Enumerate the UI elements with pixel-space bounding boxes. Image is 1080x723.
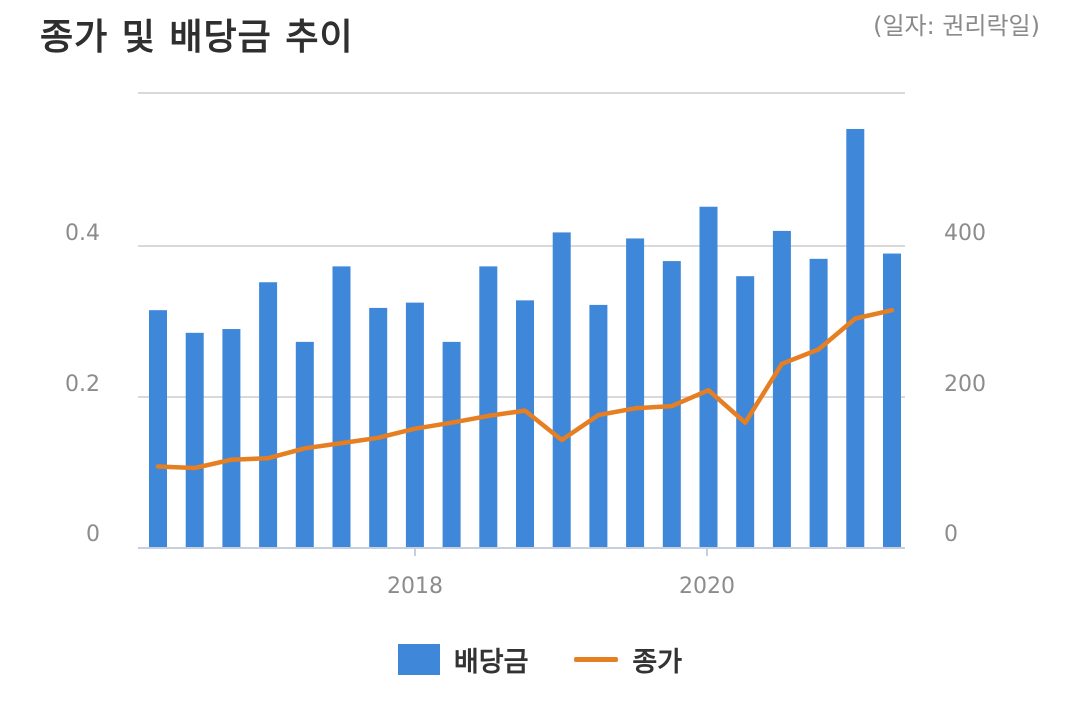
y-right-tick-label: 400 xyxy=(944,221,986,246)
dividend-bar xyxy=(185,332,204,548)
dividend-bar xyxy=(772,230,791,548)
dividend-bar xyxy=(589,304,608,548)
dividend-bar xyxy=(479,266,498,548)
dividend-bar xyxy=(626,238,645,548)
price-line-group xyxy=(155,307,895,471)
dividend-bar xyxy=(846,128,865,548)
y-right-tick-label: 0 xyxy=(944,522,958,547)
dividend-bar xyxy=(405,302,424,548)
dividend-bar xyxy=(332,266,351,548)
chart-title: 종가 및 배당금 추이 xyxy=(40,17,354,58)
dividend-bar xyxy=(736,276,755,548)
dividend-bar xyxy=(883,253,901,549)
price-line xyxy=(155,307,895,471)
dividend-bar xyxy=(295,341,314,548)
dividend-bar xyxy=(809,258,828,548)
legend-dividend-label: 배당금 xyxy=(453,647,529,678)
dividend-bar xyxy=(149,310,167,548)
legend-price-label: 종가 xyxy=(632,647,683,678)
y-right-tick-label: 200 xyxy=(944,372,986,397)
legend-item-dividend[interactable]: 배당금 xyxy=(397,640,529,679)
dividend-bar xyxy=(552,232,571,548)
dividend-bar xyxy=(369,307,388,548)
dividend-bar xyxy=(516,300,534,548)
y-left-tick-label: 0.2 xyxy=(65,372,100,397)
dividend-bar xyxy=(259,282,278,548)
dividend-swatch xyxy=(397,644,440,675)
legend: 배당금 종가 xyxy=(0,640,1080,679)
combo-chart: 0 0.2 0.4 0 200 400 2018 2020 xyxy=(65,92,986,599)
legend-item-price[interactable]: 종가 xyxy=(574,640,682,679)
dividend-bar xyxy=(699,206,718,549)
x-tick-label: 2020 xyxy=(679,574,735,599)
x-tick-label: 2018 xyxy=(387,574,443,599)
date-basis-note: (일자: 권리락일) xyxy=(873,12,1040,40)
price-swatch xyxy=(574,657,619,662)
y-left-tick-label: 0.4 xyxy=(65,221,100,246)
y-left-tick-label: 0 xyxy=(86,522,100,547)
dividend-bars xyxy=(149,128,901,549)
dividend-bar xyxy=(442,341,461,548)
dividend-bar xyxy=(222,329,241,548)
tick-labels: 0 0.2 0.4 0 200 400 2018 2020 xyxy=(65,221,986,599)
x-axis xyxy=(138,547,905,556)
